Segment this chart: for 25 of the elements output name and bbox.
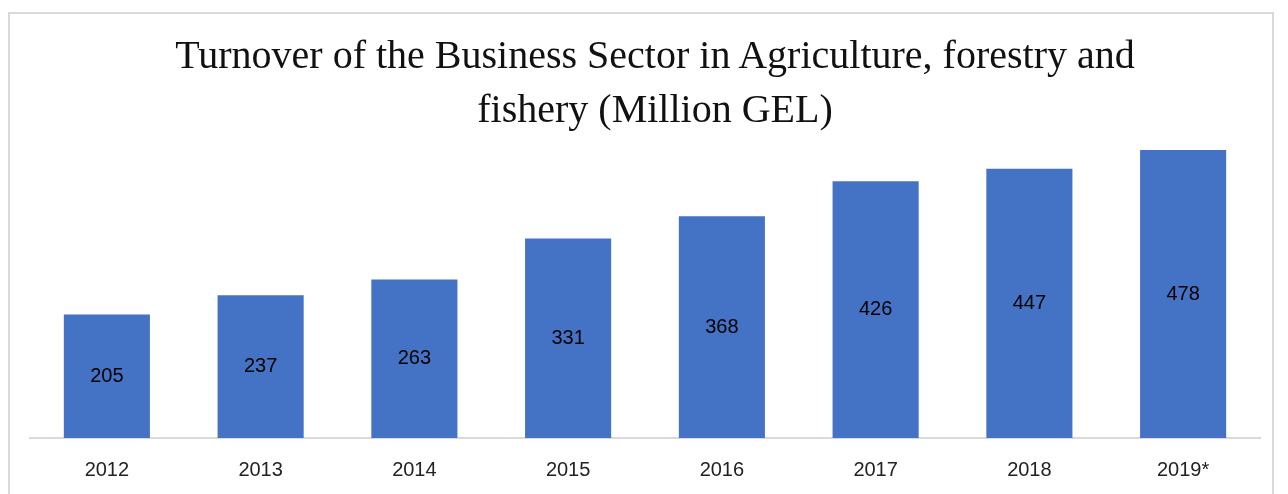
data-label: 237 [243,354,278,377]
bar [63,314,150,438]
x-tick-label: 2012 [84,457,130,480]
bar [371,279,458,438]
x-tick-label: 2016 [699,457,745,480]
bar [678,216,765,438]
x-tick-label: 2019* [1156,457,1210,480]
data-label: 478 [1166,281,1200,304]
data-label: 368 [705,314,739,337]
x-tick-label: 2014 [392,457,437,480]
data-label: 331 [551,325,585,348]
x-tick-label: 2017 [853,457,898,480]
x-tick-label: 2013 [238,457,283,480]
bar [217,295,304,438]
chart-title: Turnover of the Business Sector in Agriculture, forestry and fishery (Million GEL) [174,31,1136,133]
x-tick-label: 2018 [1007,457,1052,480]
data-label: 426 [858,297,893,320]
bar [525,238,612,438]
x-tick-label: 2015 [545,457,591,480]
bar [832,181,919,438]
data-label: 447 [1012,290,1047,313]
bar [1140,150,1227,438]
data-label: 205 [90,363,124,386]
bar [986,168,1073,438]
data-label: 263 [397,346,432,369]
